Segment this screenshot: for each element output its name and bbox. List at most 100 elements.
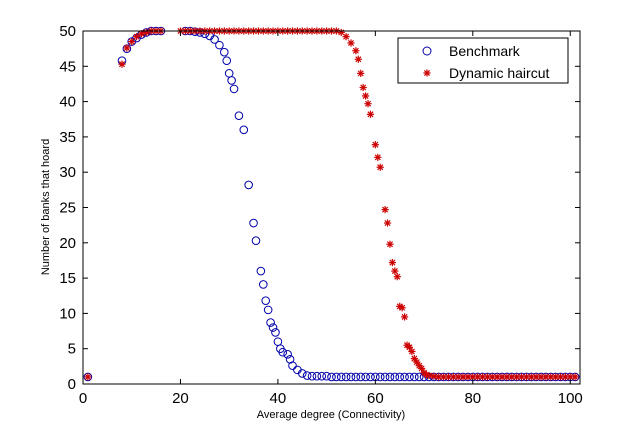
dynamic-haircut-point (561, 373, 569, 381)
benchmark-point (256, 266, 266, 276)
benchmark-point (297, 369, 307, 378)
benchmark-point (380, 372, 390, 382)
dynamic-haircut-point (405, 343, 414, 351)
dynamic-haircut-point (352, 47, 360, 55)
dynamic-haircut-point (366, 110, 375, 118)
dynamic-haircut-point (376, 163, 384, 171)
benchmark-point (227, 76, 236, 85)
benchmark-point (220, 47, 229, 57)
benchmark-point (322, 371, 331, 381)
dynamic-haircut-point (430, 372, 438, 380)
dynamic-haircut-point (513, 373, 521, 381)
benchmark-point (405, 372, 414, 382)
dynamic-haircut-point (478, 373, 487, 381)
benchmark-point (244, 180, 253, 190)
dynamic-haircut-point (123, 44, 131, 52)
benchmark-point (288, 361, 297, 370)
benchmark-point (327, 372, 336, 382)
benchmark-point (239, 125, 249, 135)
benchmark-point (351, 372, 361, 382)
dynamic-haircut-point (418, 364, 426, 373)
benchmark-point (261, 296, 271, 305)
dynamic-haircut-point (142, 28, 150, 37)
legend-entry-dynamic-haircut: Dynamic haircut (449, 65, 549, 81)
benchmark-point (414, 372, 424, 382)
dynamic-haircut-point (493, 373, 501, 381)
benchmark-point (336, 372, 346, 382)
benchmark-point (222, 56, 232, 65)
benchmark-point (283, 350, 292, 359)
x-axis-label: Average degree (Connectivity) (257, 409, 405, 421)
dynamic-haircut-point (383, 219, 392, 227)
benchmark-point (366, 372, 375, 382)
dynamic-haircut-point (388, 258, 397, 267)
dynamic-haircut-point (342, 33, 350, 41)
dynamic-haircut-point (408, 347, 416, 356)
x-tick-label: 100 (558, 390, 583, 407)
dynamic-haircut-point (364, 100, 372, 108)
x-tick-label: 0 (79, 390, 87, 407)
benchmark-point (317, 371, 327, 381)
benchmark-point (258, 280, 268, 289)
benchmark-point (346, 372, 356, 382)
benchmark-point (234, 111, 244, 121)
dynamic-haircut-point (469, 373, 477, 381)
benchmark-point (307, 371, 317, 381)
benchmark-point (229, 84, 239, 94)
benchmark-point (83, 372, 93, 382)
benchmark-point (210, 35, 219, 44)
dynamic-haircut-point (435, 373, 443, 381)
y-tick-label: 10 (59, 305, 76, 322)
benchmark-point (268, 323, 278, 332)
dynamic-haircut-point (391, 267, 399, 275)
legend-star-glyph (423, 69, 431, 77)
dynamic-haircut-point (398, 304, 406, 312)
benchmark-point (271, 328, 280, 337)
benchmark-point (332, 372, 341, 382)
dynamic-haircut-point (128, 37, 136, 46)
dynamic-haircut-point (371, 141, 379, 149)
dynamic-haircut-point (84, 373, 92, 381)
y-tick-label: 50 (59, 23, 76, 40)
dynamic-haircut-point (357, 69, 365, 77)
benchmark-point (215, 40, 224, 50)
legend-entry-benchmark: Benchmark (449, 43, 521, 59)
y-tick-label: 30 (59, 164, 76, 181)
dynamic-haircut-point (359, 83, 367, 92)
y-tick-label: 45 (59, 58, 76, 75)
dynamic-haircut-point (118, 60, 126, 68)
benchmark-point (278, 347, 288, 357)
x-tick-label: 20 (172, 390, 189, 407)
dynamic-haircut-point (425, 371, 433, 380)
dynamic-haircut-point (439, 373, 448, 381)
x-tick-label: 80 (464, 390, 481, 407)
legend-star-marker-icon (423, 69, 431, 77)
dynamic-haircut-point (132, 33, 141, 41)
benchmark-point (341, 372, 351, 382)
benchmark-point (390, 372, 400, 382)
benchmark-point (395, 372, 405, 382)
benchmark-point (361, 372, 370, 382)
dynamic-haircut-point (522, 373, 531, 381)
y-tick-label: 25 (59, 200, 76, 217)
y-axis-label: Number of banks that hoard (40, 139, 52, 275)
dynamic-haircut-point (381, 206, 389, 214)
benchmark-point (375, 372, 385, 382)
y-tick-label: 0 (68, 376, 76, 393)
y-tick-label: 15 (59, 270, 76, 287)
dynamic-haircut-point (354, 55, 362, 63)
benchmark-point (312, 371, 322, 381)
dynamic-haircut-point (571, 373, 579, 381)
axis-ticks: 0 20 40 60 80 100 0 5 10 15 20 25 30 35 40 45 50 (59, 23, 582, 407)
benchmark-point (251, 236, 261, 245)
dynamic-haircut-point (393, 273, 401, 281)
benchmark-point (249, 218, 258, 228)
dynamic-haircut-point (483, 373, 492, 381)
dynamic-haircut-point (532, 373, 540, 381)
legend-circle-marker-icon (422, 46, 432, 56)
legend: Benchmark Dynamic haircut (397, 37, 569, 84)
benchmark-point (266, 318, 275, 327)
y-tick-label: 40 (59, 94, 76, 111)
x-tick-label: 60 (367, 390, 384, 407)
